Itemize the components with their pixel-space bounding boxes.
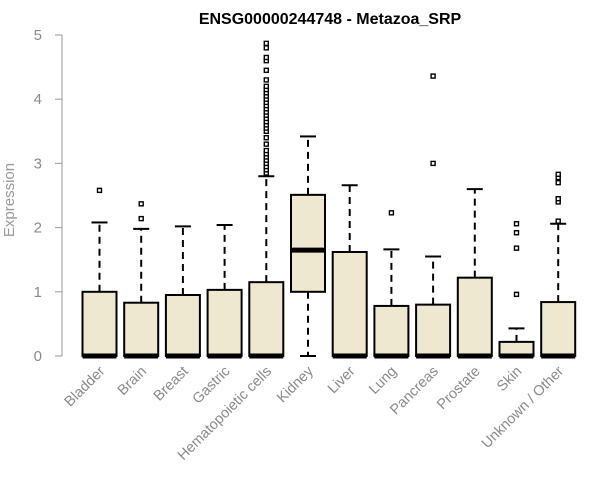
box [373,304,410,358]
outlier-point [555,179,561,186]
x-category-label: Liver [325,363,359,397]
outlier-point [263,45,269,51]
box-group [164,225,201,359]
box [540,301,577,357]
box-group [248,40,285,359]
outlier-point [555,171,561,178]
outlier-point [96,187,103,194]
x-category-label: Prostate [434,364,483,413]
outlier-point [263,135,269,141]
y-tick-label: 2 [34,220,42,237]
box-group [373,210,410,359]
y-tick-label: 1 [34,284,42,301]
outlier-point [513,245,520,251]
y-tick-label: 5 [34,27,42,44]
outlier-point [263,54,269,61]
outlier-point [555,218,561,224]
outlier-point [263,147,269,154]
outlier-point [430,160,436,167]
box-group [290,135,326,357]
outlier-point [263,40,269,47]
box-group [206,224,243,359]
box-group [456,188,493,359]
y-tick-label: 4 [34,91,42,108]
box-group [415,73,452,359]
outlier-point [263,67,269,74]
box [164,294,201,358]
box-group [331,184,368,359]
outlier-point [430,73,436,79]
y-axis-label: Expression [1,163,18,237]
box-group [123,201,160,359]
outlier-point [138,215,144,222]
x-category-label: Brain [115,364,150,399]
box-group [540,171,577,359]
outlier-point [263,83,269,90]
box [456,276,493,357]
x-category-label: Bladder [62,363,109,410]
y-tick-label: 3 [34,155,42,172]
y-tick-label: 0 [34,348,42,365]
box [248,281,285,358]
y-axis: 0 1 2 3 4 5 [34,27,63,365]
box [123,301,160,357]
outlier-point [555,196,561,202]
outlier-point [263,141,269,147]
outlier-point [513,221,520,227]
outlier-point [263,77,269,83]
box-group [498,221,535,359]
outlier-point [138,201,144,207]
box [415,303,452,358]
box-group [81,187,118,359]
box [331,250,368,357]
box [81,290,118,357]
x-category-label: Lung [366,364,400,398]
x-category-label: Kidney [274,363,317,406]
box [290,193,326,293]
outlier-point [513,230,520,236]
x-category-label: Skin [494,364,525,395]
outlier-point [513,291,520,298]
x-category-label: Breast [151,364,192,405]
box [206,288,243,357]
chart-title: ENSG00000244748 - Metazoa_SRP [199,11,462,28]
plot-area [81,40,577,359]
outlier-point [388,210,395,216]
